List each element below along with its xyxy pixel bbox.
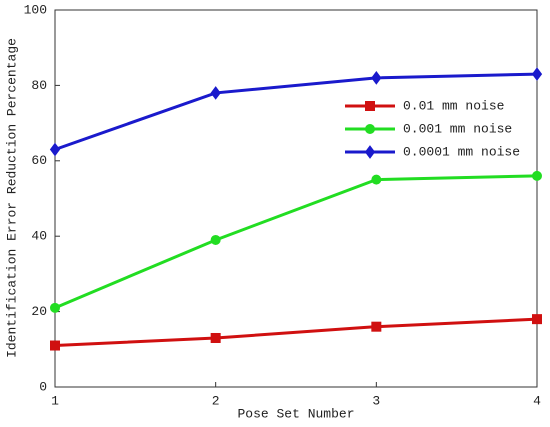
y-tick-label: 100	[24, 2, 47, 17]
marker	[50, 302, 60, 313]
y-axis-label: Identification Error Reduction Percentag…	[4, 38, 19, 358]
legend-marker	[365, 124, 375, 134]
legend-label: 0.01 mm noise	[403, 98, 504, 113]
marker	[210, 332, 221, 343]
marker	[531, 67, 543, 81]
marker	[371, 321, 382, 332]
y-tick-label: 80	[31, 78, 47, 93]
x-tick-label: 4	[533, 393, 541, 408]
marker	[210, 86, 221, 100]
x-tick-label: 3	[372, 393, 380, 408]
x-tick-label: 2	[212, 393, 220, 408]
legend-label: 0.001 mm noise	[403, 121, 512, 136]
marker	[49, 142, 61, 157]
y-tick-label: 40	[31, 229, 47, 244]
marker	[371, 174, 382, 185]
x-tick-label: 1	[51, 393, 59, 408]
legend-marker	[364, 145, 376, 159]
series-line	[54, 174, 538, 310]
marker	[532, 314, 542, 325]
marker	[50, 340, 60, 351]
legend-marker	[365, 101, 375, 111]
marker	[532, 170, 542, 181]
marker	[210, 234, 221, 245]
marker	[371, 71, 382, 85]
y-tick-label: 0	[39, 379, 47, 394]
x-axis-label: Pose Set Number	[237, 406, 354, 421]
y-tick-label: 20	[31, 304, 47, 319]
legend-label: 0.0001 mm noise	[403, 144, 520, 159]
y-tick-label: 60	[31, 153, 47, 168]
series-line	[54, 317, 538, 348]
plot-frame	[54, 9, 538, 388]
series-line	[54, 72, 538, 151]
